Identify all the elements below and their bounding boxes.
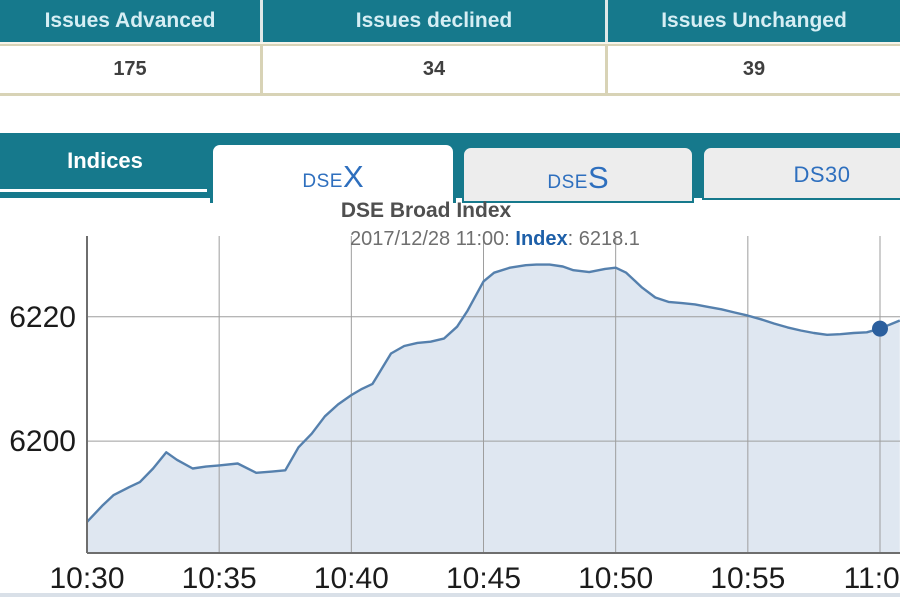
indices-underline xyxy=(0,189,207,192)
tooltip-value: : 6218.1 xyxy=(567,228,640,250)
x-tick-label: 11:00 xyxy=(844,562,900,595)
issues-advanced-label: Issues Advanced xyxy=(44,9,216,32)
issues-declined-label: Issues declined xyxy=(260,0,605,42)
chart-tooltip: 2017/12/28 11:00: Index: 6218.1 xyxy=(95,228,895,251)
x-tick-label: 10:35 xyxy=(182,562,257,595)
series-line xyxy=(86,263,900,523)
last-point-marker xyxy=(872,320,888,337)
y-tick-label: 6220 xyxy=(9,301,76,334)
market-summary-table: Issues Advanced Issues declined Issues U… xyxy=(0,0,900,96)
x-tick-label: 10:30 xyxy=(49,562,124,595)
tab-dsex[interactable]: DSE X xyxy=(210,142,456,203)
market-summary-value-row: 175 34 39 xyxy=(0,44,900,96)
tab-ds30-label: DS30 xyxy=(793,162,851,187)
tab-dses[interactable]: DSE S xyxy=(462,146,694,203)
tab-dses-label-prefix: DSE xyxy=(547,172,588,193)
bottom-divider xyxy=(0,593,900,597)
tooltip-datetime: 2017/12/28 11:00: xyxy=(350,228,516,250)
x-tick-label: 10:45 xyxy=(446,562,521,595)
tab-dses-label-suffix: S xyxy=(587,160,609,195)
x-tick-label: 10:40 xyxy=(314,562,389,595)
index-area-chart[interactable]: 6200 6220 10:30 10:35 10:40 10:45 10:50 10:55 11… xyxy=(0,232,900,600)
issues-declined-value: 34 xyxy=(260,46,605,93)
market-summary-header-row: Issues Advanced Issues declined Issues U… xyxy=(0,0,900,44)
indices-section-label: Indices xyxy=(67,148,143,173)
x-tick-label: 10:55 xyxy=(710,562,785,595)
tab-dsex-label-prefix: DSE xyxy=(302,171,343,192)
issues-unchanged-value: 39 xyxy=(605,46,900,93)
x-tick-label: 10:50 xyxy=(578,562,653,595)
tab-ds30[interactable]: DS30 xyxy=(702,146,900,200)
series-area xyxy=(87,264,900,553)
chart-title: DSE Broad Index xyxy=(340,199,512,222)
issues-advanced-value: 175 xyxy=(113,58,147,80)
issues-unchanged-label: Issues Unchanged xyxy=(605,0,900,42)
tooltip-series-label: Index xyxy=(515,228,568,250)
y-tick-label: 6200 xyxy=(9,425,76,458)
tab-dsex-label-suffix: X xyxy=(342,159,364,194)
